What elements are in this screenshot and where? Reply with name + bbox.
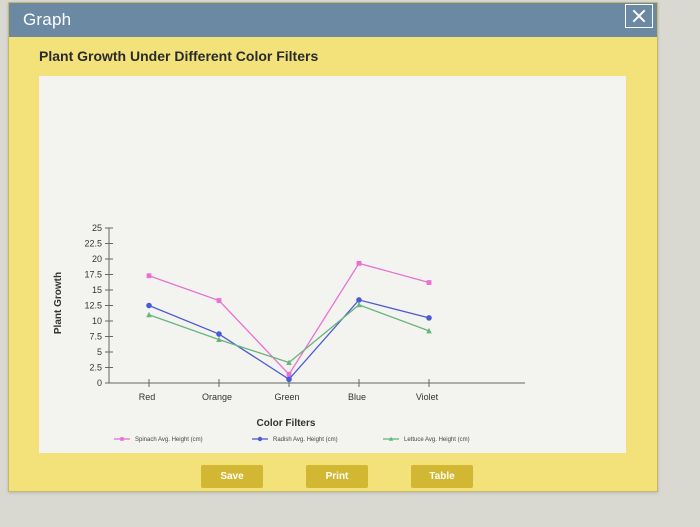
data-point	[426, 327, 432, 334]
legend-marker-2	[257, 436, 263, 442]
x-tick-label: Orange	[202, 392, 232, 402]
graph-window: Graph Plant Growth Under Different Color…	[8, 2, 658, 492]
chart-title: Plant Growth Under Different Color Filte…	[39, 48, 319, 64]
x-tick-label: Violet	[416, 392, 439, 402]
chart-panel: 0 2.5 5 7.5 10 12.5 15 17.5 20 22.5 25 Red Orange Gre…	[39, 76, 626, 453]
data-point	[286, 359, 292, 365]
data-point	[426, 280, 432, 285]
data-point	[216, 336, 222, 342]
legend-marker-1	[120, 437, 124, 441]
table-button[interactable]: Table	[411, 465, 473, 488]
save-button[interactable]: Save	[201, 465, 263, 488]
series-line-3	[148, 304, 430, 364]
y-tick-label: 12.5	[84, 301, 102, 311]
data-point	[356, 260, 362, 266]
y-tick-label: 20	[92, 254, 102, 264]
y-tick-label: 5	[97, 347, 102, 357]
data-point	[286, 376, 292, 383]
data-point	[286, 371, 292, 377]
y-tick-label: 22.5	[84, 239, 102, 249]
legend-label-1: Spinach Avg. Height (cm)	[135, 437, 203, 443]
data-point	[146, 311, 152, 318]
data-point	[216, 331, 222, 337]
y-tick-label: 25	[92, 223, 102, 233]
y-tick-label: 17.5	[84, 270, 102, 280]
legend-label-2: Radish Avg. Height (cm)	[273, 437, 338, 443]
data-point	[426, 315, 432, 321]
close-icon[interactable]	[625, 4, 653, 28]
title-bar: Graph	[9, 3, 657, 37]
x-axis-title: Color Filters	[257, 418, 316, 429]
y-tick-label: 0	[97, 378, 102, 388]
line-chart: 0 2.5 5 7.5 10 12.5 15 17.5 20 22.5 25 Red Orange Gre…	[53, 223, 525, 443]
legend-marker-3	[388, 436, 394, 441]
data-point	[146, 302, 152, 309]
y-axis-title: Plant Growth	[53, 272, 64, 334]
y-tick-label: 2.5	[89, 363, 102, 373]
data-point	[356, 301, 362, 308]
legend-label-3: Lettuce Avg. Height (cm)	[404, 437, 470, 443]
x-tick-label: Red	[139, 392, 156, 402]
window-title: Graph	[23, 10, 72, 29]
x-tick-label: Blue	[348, 392, 366, 402]
x-tick-label: Green	[274, 392, 299, 402]
y-tick-label: 7.5	[89, 332, 102, 342]
data-point	[216, 298, 222, 303]
data-point	[356, 297, 362, 303]
y-tick-label: 10	[92, 316, 102, 326]
y-tick-label: 15	[92, 285, 102, 295]
series-line-2	[148, 299, 430, 381]
series-line-1	[148, 262, 430, 376]
data-point	[146, 273, 152, 279]
print-button[interactable]: Print	[306, 465, 368, 488]
